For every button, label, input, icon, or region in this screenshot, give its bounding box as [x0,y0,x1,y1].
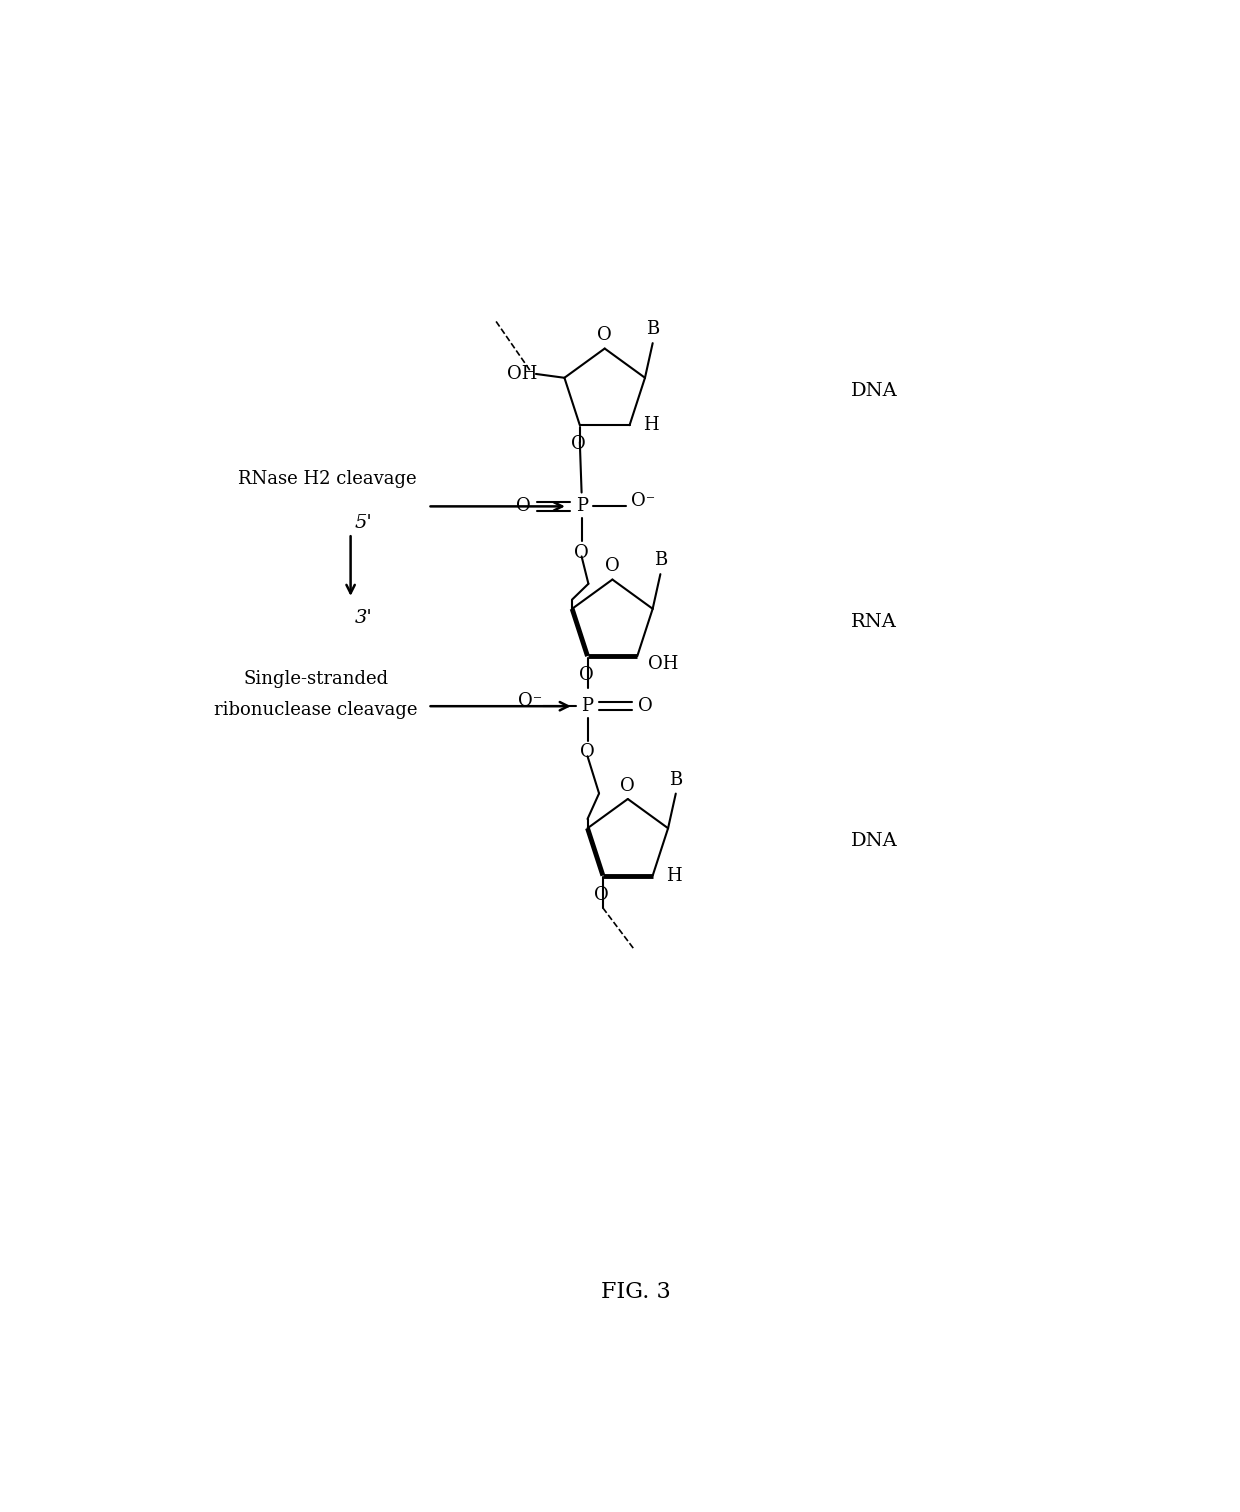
Text: P: P [582,697,594,715]
Text: H: H [666,866,682,885]
Text: O: O [605,558,620,576]
Text: B: B [670,771,682,789]
Text: RNase H2 cleavage: RNase H2 cleavage [238,470,417,488]
Text: OH: OH [647,655,678,673]
Text: DNA: DNA [851,832,898,850]
Text: O: O [580,744,595,762]
Text: DNA: DNA [851,383,898,399]
Text: O: O [574,544,589,561]
Text: O⁻: O⁻ [631,491,655,510]
Text: OH: OH [507,364,537,383]
Text: B: B [653,552,667,570]
Text: P: P [575,497,588,516]
Text: O: O [598,327,613,345]
Text: 3': 3' [355,609,372,627]
Text: O: O [620,777,635,795]
Text: FIG. 3: FIG. 3 [600,1281,671,1303]
Text: RNA: RNA [851,612,897,631]
Text: ribonuclease cleavage: ribonuclease cleavage [215,702,418,720]
Text: H: H [644,416,658,434]
Text: Single-stranded: Single-stranded [243,670,388,688]
Text: O: O [517,497,531,516]
Text: B: B [646,321,660,339]
Text: O: O [570,435,585,454]
Text: O: O [594,886,609,904]
Text: 5': 5' [355,514,372,532]
Text: O: O [637,697,652,715]
Text: O⁻: O⁻ [517,692,542,709]
Text: O: O [579,667,594,685]
